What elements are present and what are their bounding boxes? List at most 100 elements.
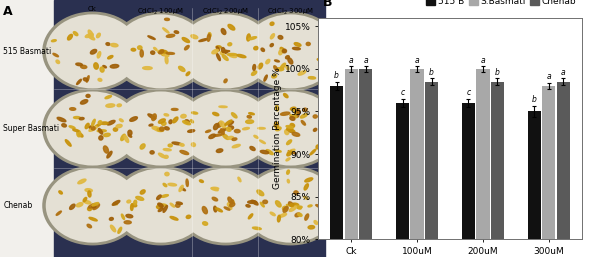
Ellipse shape <box>217 149 223 152</box>
Ellipse shape <box>62 124 67 127</box>
Ellipse shape <box>168 183 176 186</box>
Ellipse shape <box>232 113 237 118</box>
Ellipse shape <box>297 109 300 114</box>
Ellipse shape <box>160 127 164 131</box>
Circle shape <box>241 89 341 168</box>
Ellipse shape <box>272 74 277 78</box>
Bar <box>425 82 438 257</box>
Ellipse shape <box>116 124 122 128</box>
Ellipse shape <box>208 33 211 37</box>
Ellipse shape <box>298 71 306 75</box>
Ellipse shape <box>97 33 100 38</box>
Circle shape <box>114 169 208 243</box>
Ellipse shape <box>283 207 288 212</box>
Circle shape <box>46 169 139 243</box>
Circle shape <box>175 12 276 91</box>
Ellipse shape <box>216 46 221 48</box>
Ellipse shape <box>214 134 223 136</box>
Ellipse shape <box>59 191 62 194</box>
Ellipse shape <box>110 43 118 47</box>
Ellipse shape <box>158 50 164 54</box>
Ellipse shape <box>215 208 223 212</box>
Ellipse shape <box>287 126 293 130</box>
Circle shape <box>110 12 211 91</box>
Ellipse shape <box>97 130 106 132</box>
Ellipse shape <box>263 200 268 204</box>
Ellipse shape <box>76 203 83 207</box>
Ellipse shape <box>235 130 240 133</box>
Ellipse shape <box>251 200 259 205</box>
Ellipse shape <box>219 106 227 108</box>
Ellipse shape <box>165 172 169 176</box>
Ellipse shape <box>88 35 95 40</box>
Ellipse shape <box>289 129 293 132</box>
Ellipse shape <box>124 135 128 142</box>
Ellipse shape <box>222 55 228 60</box>
Ellipse shape <box>106 43 110 45</box>
Ellipse shape <box>326 56 330 60</box>
Ellipse shape <box>313 115 317 118</box>
Ellipse shape <box>278 35 283 39</box>
Ellipse shape <box>79 133 83 137</box>
Ellipse shape <box>286 126 293 128</box>
Ellipse shape <box>186 215 191 218</box>
Ellipse shape <box>191 143 196 146</box>
Ellipse shape <box>179 66 185 71</box>
Ellipse shape <box>212 112 219 116</box>
Circle shape <box>175 166 276 245</box>
Ellipse shape <box>286 204 295 206</box>
Ellipse shape <box>190 120 193 123</box>
Ellipse shape <box>176 204 180 207</box>
Ellipse shape <box>275 150 281 152</box>
Ellipse shape <box>303 108 307 112</box>
Ellipse shape <box>275 106 279 111</box>
Ellipse shape <box>172 142 181 145</box>
Ellipse shape <box>207 34 211 41</box>
Ellipse shape <box>94 63 98 69</box>
Ellipse shape <box>163 183 167 187</box>
Ellipse shape <box>223 51 230 52</box>
Text: CdCl$_2$ 300$\mu$M: CdCl$_2$ 300$\mu$M <box>267 6 314 17</box>
Ellipse shape <box>288 58 293 64</box>
Ellipse shape <box>137 46 142 50</box>
Ellipse shape <box>304 196 308 199</box>
Text: b: b <box>495 68 500 77</box>
Ellipse shape <box>275 127 281 131</box>
Ellipse shape <box>170 203 175 207</box>
Ellipse shape <box>228 24 235 30</box>
Ellipse shape <box>298 213 302 216</box>
Ellipse shape <box>286 158 290 161</box>
Ellipse shape <box>320 181 325 188</box>
Ellipse shape <box>109 217 113 220</box>
Bar <box>557 82 570 257</box>
Ellipse shape <box>140 50 143 57</box>
Ellipse shape <box>134 200 137 205</box>
Ellipse shape <box>274 122 278 128</box>
Ellipse shape <box>260 140 265 144</box>
Text: Super Basmati: Super Basmati <box>3 124 59 133</box>
Text: b: b <box>429 68 434 77</box>
Text: CdCl$_2$ 200$\mu$M: CdCl$_2$ 200$\mu$M <box>202 6 249 17</box>
Ellipse shape <box>248 214 253 219</box>
Circle shape <box>241 166 341 245</box>
Ellipse shape <box>276 68 284 71</box>
Ellipse shape <box>280 63 286 69</box>
Ellipse shape <box>304 184 308 190</box>
Ellipse shape <box>295 213 300 217</box>
Ellipse shape <box>280 112 290 115</box>
Ellipse shape <box>292 132 300 136</box>
Ellipse shape <box>56 211 61 215</box>
Ellipse shape <box>224 79 227 83</box>
Ellipse shape <box>85 33 93 38</box>
Ellipse shape <box>113 128 118 131</box>
Circle shape <box>179 91 272 166</box>
Text: Ck: Ck <box>88 6 97 12</box>
Bar <box>53 0 325 257</box>
Ellipse shape <box>248 37 257 40</box>
Ellipse shape <box>78 179 86 184</box>
Text: c: c <box>400 88 404 97</box>
Ellipse shape <box>254 135 258 138</box>
Ellipse shape <box>119 119 123 122</box>
Ellipse shape <box>228 43 232 46</box>
Circle shape <box>244 169 337 243</box>
